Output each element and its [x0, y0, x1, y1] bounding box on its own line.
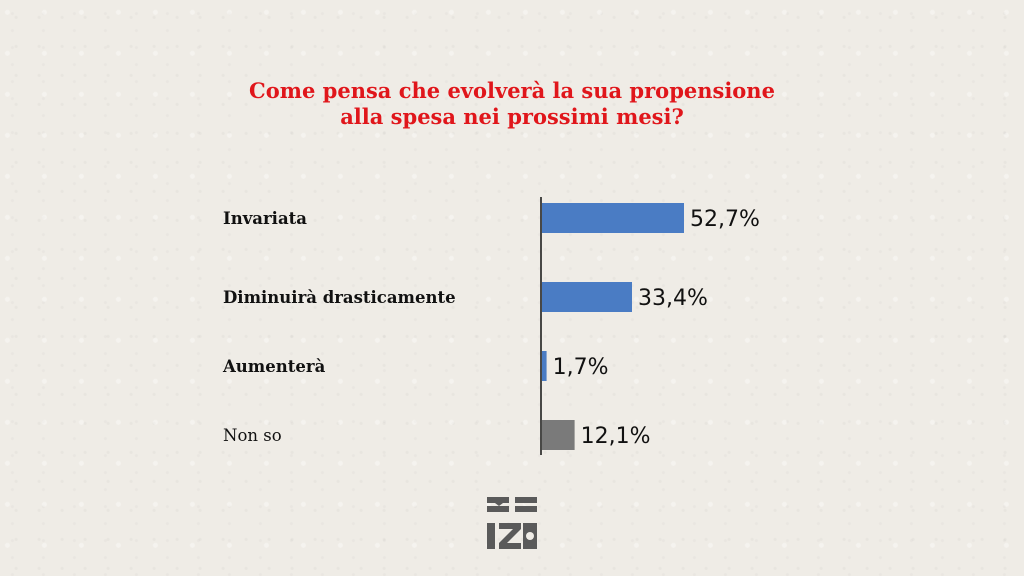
bar-4: [542, 420, 575, 450]
chart-title: Come pensa che evolverà la sua propensio…: [0, 78, 1024, 130]
value-label-3: 1,7%: [553, 355, 609, 380]
bar-1: [542, 203, 684, 233]
category-label-3: Aumenterà: [222, 357, 326, 376]
bar-2: [542, 282, 632, 312]
chart-title-line-2: alla spesa nei prossimi mesi?: [340, 104, 684, 129]
bars-layer: [542, 203, 684, 450]
bar-3: [542, 351, 547, 381]
publisher-logo-icon: [487, 497, 537, 549]
labels-layer: Invariata 52,7% Diminuirà drasticamente 33,…: [222, 207, 760, 449]
category-label-1: Invariata: [223, 209, 307, 228]
value-label-1: 52,7%: [690, 207, 760, 232]
value-label-2: 33,4%: [638, 286, 708, 311]
category-label-4: Non so: [223, 426, 282, 445]
value-label-4: 12,1%: [581, 424, 651, 449]
category-label-2: Diminuirà drasticamente: [223, 288, 456, 307]
chart-title-line-1: Come pensa che evolverà la sua propensio…: [249, 78, 775, 103]
